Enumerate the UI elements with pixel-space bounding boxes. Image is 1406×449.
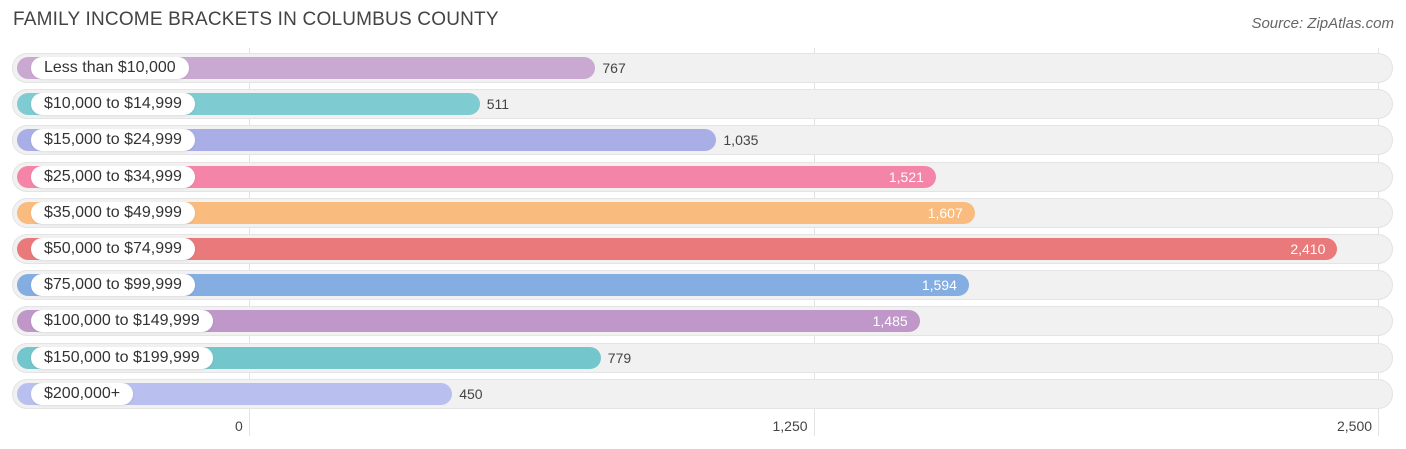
category-label: $100,000 to $149,999 xyxy=(31,310,213,333)
category-label: $150,000 to $199,999 xyxy=(31,346,213,369)
x-tick-label: 2,500 xyxy=(1337,418,1373,434)
value-label: 2,410 xyxy=(1290,241,1326,257)
bar xyxy=(17,165,936,188)
category-label: $25,000 to $34,999 xyxy=(31,165,195,188)
category-label: $35,000 to $49,999 xyxy=(31,201,195,224)
value-label: 450 xyxy=(459,385,483,402)
value-label: 767 xyxy=(602,60,626,76)
category-label: $10,000 to $14,999 xyxy=(31,93,195,116)
category-label: $50,000 to $74,999 xyxy=(31,238,195,260)
bar xyxy=(17,274,969,297)
x-tick-label: 1,250 xyxy=(772,418,808,434)
value-label: 511 xyxy=(486,96,510,113)
value-label: 1,607 xyxy=(927,204,963,221)
source-label: Source: ZipAtlas.com xyxy=(1251,15,1394,32)
category-label: Less than $10,000 xyxy=(31,57,189,79)
category-label: $75,000 to $99,999 xyxy=(31,274,195,297)
value-label: 1,035 xyxy=(723,132,759,149)
value-label: 1,521 xyxy=(888,168,924,185)
chart-title: FAMILY INCOME BRACKETS IN COLUMBUS COUNT… xyxy=(13,9,499,30)
value-label: 779 xyxy=(607,349,632,366)
value-label: 1,594 xyxy=(921,277,957,294)
category-label: $200,000+ xyxy=(31,382,134,405)
bar xyxy=(17,310,920,333)
bar xyxy=(17,201,975,224)
x-tick-label: 0 xyxy=(235,418,243,434)
category-label: $15,000 to $24,999 xyxy=(31,129,195,152)
bar xyxy=(17,238,1338,260)
value-label: 1,485 xyxy=(872,313,908,330)
